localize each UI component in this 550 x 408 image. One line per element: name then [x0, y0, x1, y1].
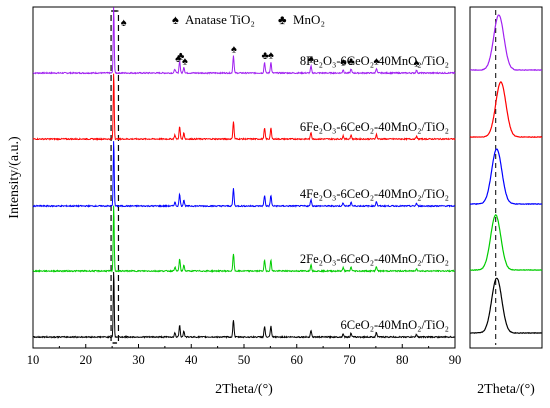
anatase-spade-marker: ♠: [268, 49, 274, 61]
legend-label-mno2: MnO₂: [293, 12, 325, 27]
legend: ♠ Anatase TiO₂ ♣ MnO₂: [172, 12, 325, 27]
series-label-2fe-o-6ceo-40mno-tio: 2Fe₂O₃-6CeO₂-40MnO₂/TiO₂: [300, 252, 449, 266]
x-tick-label: 70: [343, 353, 356, 367]
xrd-trace-6ceo-40mno-tio: [32, 272, 456, 340]
legend-club-icon: ♣: [278, 12, 287, 27]
anatase-spade-marker: ♠: [373, 55, 379, 67]
series-label-6ceo-40mno-tio: 6CeO₂-40MnO₂/TiO₂: [341, 318, 449, 332]
series-label-4fe-o-6ceo-40mno-tio: 4Fe₂O₃-6CeO₂-40MnO₂/TiO₂: [300, 187, 449, 201]
main-xrd-panel: 8Fe₂O₃-6CeO₂-40MnO₂/TiO₂ 6Fe₂O₃-6CeO₂-40M…: [7, 6, 462, 397]
anatase-spade-marker: ♠: [340, 57, 346, 69]
series-label-8fe-o-6ceo-40mno-tio: 8Fe₂O₃-6CeO₂-40MnO₂/TiO₂: [300, 54, 449, 68]
series-labels-group: 8Fe₂O₃-6CeO₂-40MnO₂/TiO₂ 6Fe₂O₃-6CeO₂-40M…: [300, 54, 449, 332]
xrd-trace-4fe-o-6ceo-40mno-tio: [32, 141, 456, 208]
series-label-6fe-o-6ceo-40mno-tio: 6Fe₂O₃-6CeO₂-40MnO₂/TiO₂: [300, 120, 449, 134]
mno2-club-marker: ♣: [177, 51, 184, 63]
main-x-axis-label: 2Theta/(°): [215, 382, 273, 397]
xrd-trace-8fe-o-6ceo-40mno-tio: [32, 7, 456, 75]
main-series-group: [32, 7, 456, 340]
x-tick-label: 80: [396, 353, 409, 367]
x-tick-label: 30: [132, 353, 145, 367]
zoom-series-group: [469, 14, 543, 335]
x-tick-label: 50: [238, 353, 251, 367]
legend-spade-icon: ♠: [172, 12, 179, 27]
x-tick-label: 20: [80, 353, 93, 367]
zoom-trace-2fe-o-6ceo-40mno-tio: [469, 213, 543, 271]
zoom-trace-4fe-o-6ceo-40mno-tio: [469, 148, 543, 206]
zoom-inset-panel: 2Theta/(°): [469, 6, 543, 397]
zoom-trace-6fe-o-6ceo-40mno-tio: [469, 80, 543, 139]
y-axis-label: Intensity/(a.u.): [7, 136, 22, 219]
xrd-trace-2fe-o-6ceo-40mno-tio: [32, 205, 456, 273]
peak-markers-group: ♠♠♣♠♠♣ ♠ ♠ ♠ ♣ ♠ ♠: [121, 17, 420, 69]
zoom-trace-8fe-o-6ceo-40mno-tio: [469, 14, 543, 72]
mno2-club-marker: ♣: [261, 50, 268, 62]
xrd-trace-6fe-o-6ceo-40mno-tio: [32, 73, 456, 141]
anatase-spade-marker: ♠: [121, 17, 127, 29]
anatase-spade-marker: ♠: [182, 55, 188, 67]
x-tick-label: 10: [27, 353, 40, 367]
anatase-spade-marker: ♠: [414, 57, 420, 69]
anatase-spade-marker: ♠: [175, 53, 181, 65]
anatase-spade-marker: ♠: [308, 53, 314, 65]
main-x-axis: 10 20 30 40 50 60 70 80 90: [27, 344, 462, 367]
legend-label-anatase: Anatase TiO₂: [185, 12, 255, 27]
mno2-club-marker: ♣: [347, 56, 354, 68]
zoom-trace-6ceo-40mno-tio: [469, 277, 543, 335]
zoom-plot-frame: [469, 6, 543, 349]
zoom-x-axis-label: 2Theta/(°): [477, 382, 535, 397]
zoom-region-right-bracket: [112, 10, 120, 344]
x-tick-label: 40: [185, 353, 198, 367]
anatase-spade-marker: ♠: [231, 44, 237, 56]
x-tick-label: 60: [291, 353, 304, 367]
x-tick-label: 90: [449, 353, 462, 367]
